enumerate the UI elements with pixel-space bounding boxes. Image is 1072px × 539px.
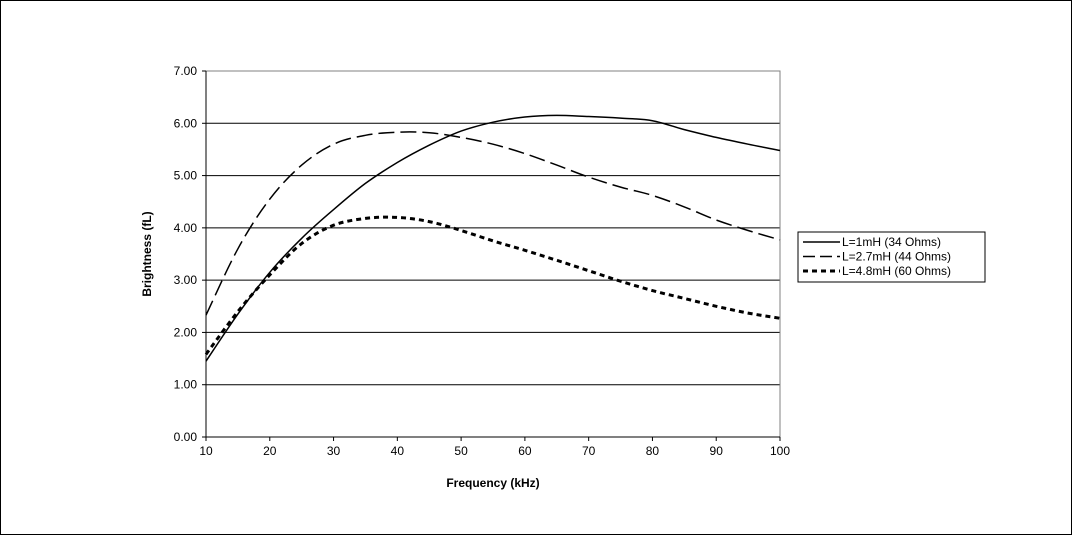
y-tick-label: 1.00: [174, 378, 198, 392]
x-tick-label: 30: [327, 444, 341, 458]
x-tick-label: 60: [518, 444, 532, 458]
axes: 0.00 1.00 2.00 3.00 4.00 5.00 6.00 7.00 10 20 30 40…: [174, 64, 791, 458]
y-tick-label: 4.00: [174, 221, 198, 235]
x-tick-label: 90: [710, 444, 724, 458]
legend-label-1: L=1mH (34 Ohms): [842, 235, 941, 249]
legend: L=1mH (34 Ohms)L=2.7mH (44 Ohms)L=4.8mH …: [797, 231, 986, 283]
series-line-3: [204, 215, 781, 356]
x-tick-label: 10: [199, 444, 213, 458]
y-tick-label: 5.00: [174, 169, 198, 183]
y-tick-label: 7.00: [174, 64, 198, 78]
y-axis-title: Brightness (fL): [140, 211, 154, 296]
x-tick-label: 70: [582, 444, 596, 458]
grid-lines: [206, 70, 780, 386]
y-tick-label: 2.00: [174, 325, 198, 339]
series-lines: [204, 114, 781, 362]
y-tick-label: 6.00: [174, 116, 198, 130]
x-tick-label: 20: [263, 444, 277, 458]
series-line-1: [205, 114, 781, 362]
x-tick-label: 80: [646, 444, 660, 458]
x-tick-label: 100: [770, 444, 790, 458]
y-tick-label: 0.00: [174, 430, 198, 444]
y-tick-label: 3.00: [174, 273, 198, 287]
x-axis-title: Frequency (kHz): [446, 476, 539, 490]
legend-label-3: L=4.8mH (60 Ohms): [842, 264, 951, 278]
plot-area: [205, 70, 781, 438]
x-tick-label: 50: [454, 444, 468, 458]
legend-label-2: L=2.7mH (44 Ohms): [842, 250, 951, 264]
series-line-2: [205, 131, 781, 316]
x-tick-label: 40: [391, 444, 405, 458]
